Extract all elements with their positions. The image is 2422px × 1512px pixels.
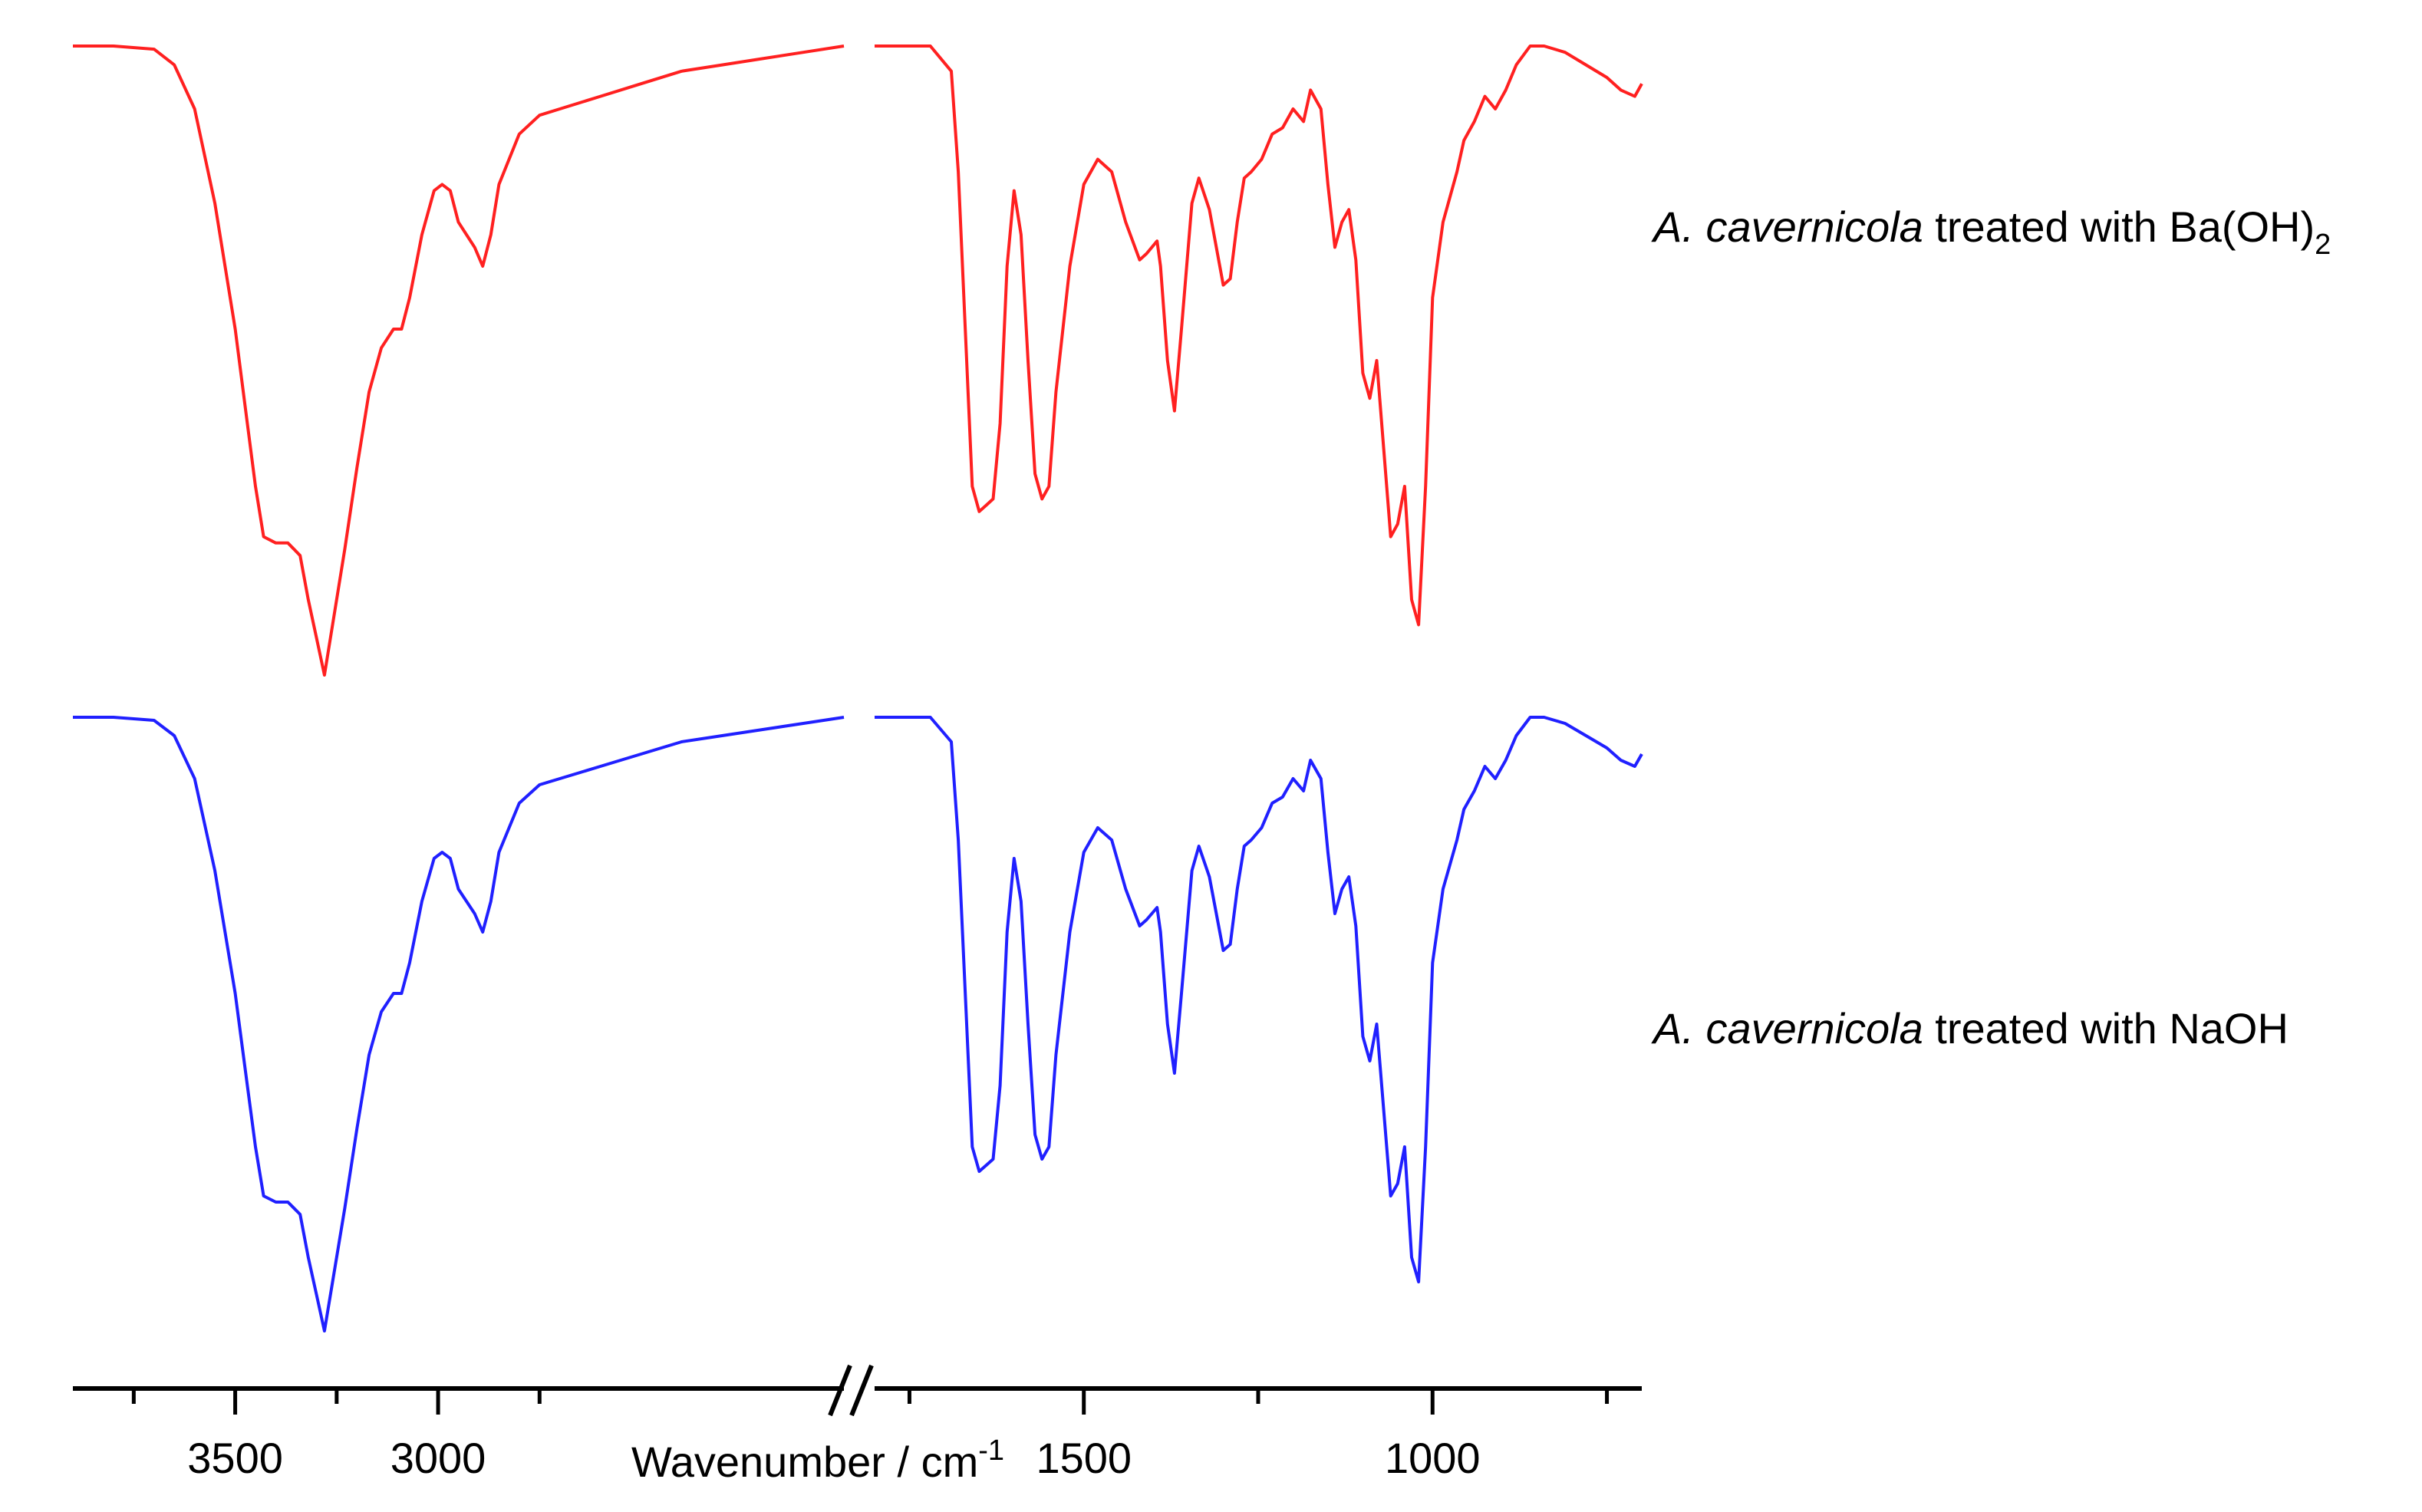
tick-label-3500: 3500 bbox=[187, 1434, 283, 1482]
legend: A. cavernicola treated with Ba(OH)2A. ca… bbox=[1651, 203, 2331, 1052]
series-2-line-segment-1 bbox=[73, 716, 845, 1332]
x-axis-ticks bbox=[131, 1388, 1610, 1415]
series-2-line-segment-2 bbox=[875, 716, 1643, 1283]
series-1-line-segment-1 bbox=[73, 44, 845, 677]
tick-label-1500: 1500 bbox=[1036, 1434, 1132, 1482]
legend-label-species: A. cavernicola bbox=[1651, 203, 1923, 251]
x-axis-title-text: Wavenumber / cm bbox=[631, 1438, 978, 1486]
tick-label-1000: 1000 bbox=[1385, 1434, 1481, 1482]
x-axis: 3500 3000 1500 1000 Wavenumber / cm-1 bbox=[73, 1364, 1642, 1486]
legend-label-series-2: A. cavernicola treated with NaOH bbox=[1651, 1004, 2289, 1052]
x-axis-title: Wavenumber / cm-1 bbox=[631, 1435, 1004, 1486]
x-axis-tick-labels: 3500 3000 1500 1000 bbox=[187, 1434, 1480, 1482]
series-1 bbox=[73, 44, 1643, 677]
series-layer bbox=[73, 44, 1643, 1332]
legend-label-treatment: treated with Ba(OH) bbox=[1923, 203, 2315, 251]
axis-break-mark bbox=[828, 1364, 874, 1417]
legend-label-subscript: 2 bbox=[2315, 229, 2331, 261]
legend-label-treatment: treated with NaOH bbox=[1923, 1004, 2289, 1052]
legend-label-species: A. cavernicola bbox=[1651, 1004, 1923, 1052]
tick-label-3000: 3000 bbox=[390, 1434, 486, 1482]
series-1-line-segment-2 bbox=[875, 44, 1643, 627]
x-axis-title-superscript: -1 bbox=[978, 1435, 1004, 1467]
series-2 bbox=[73, 716, 1643, 1332]
legend-label-series-1: A. cavernicola treated with Ba(OH)2 bbox=[1651, 203, 2331, 261]
